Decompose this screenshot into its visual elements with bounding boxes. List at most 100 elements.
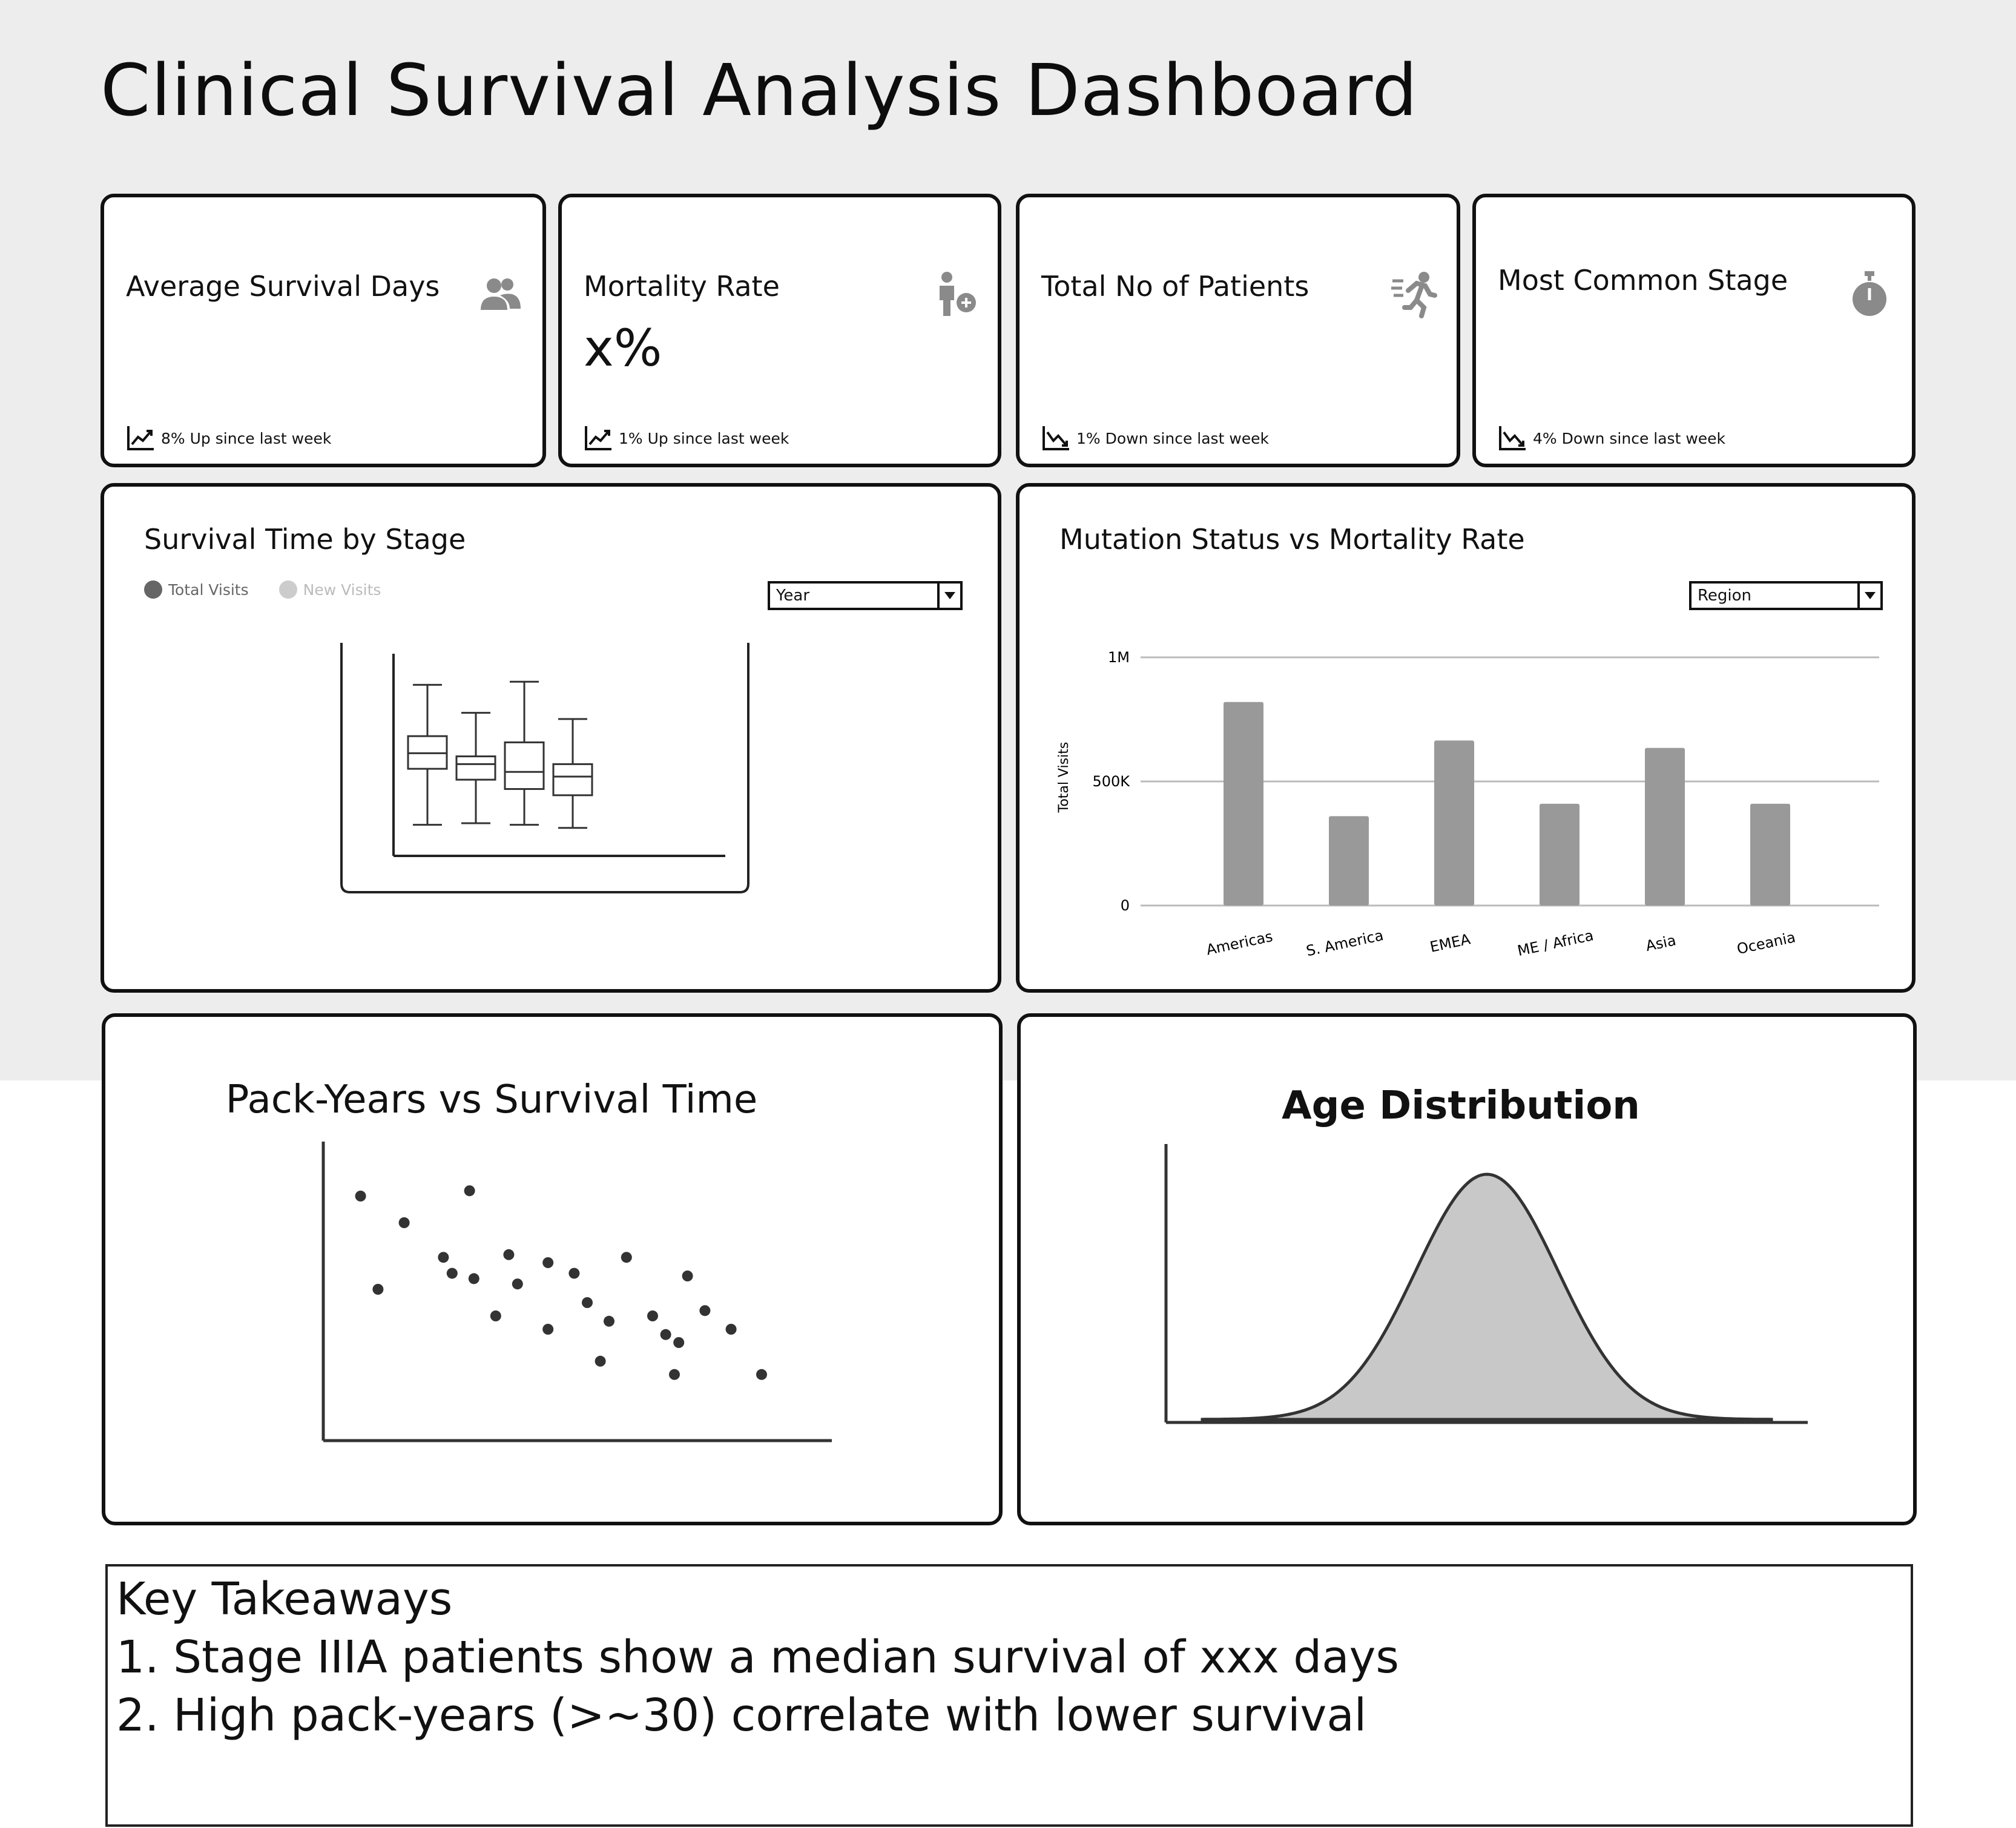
trend-down-icon bbox=[1499, 426, 1526, 450]
takeaway-item: 2. High pack-years (>~30) correlate with… bbox=[116, 1689, 1367, 1741]
trend-down-icon bbox=[1043, 426, 1069, 450]
scatter-point bbox=[756, 1369, 767, 1380]
x-tick-label: EMEA bbox=[1428, 930, 1472, 956]
legend-label: Total Visits bbox=[168, 580, 249, 599]
scatter-point bbox=[568, 1267, 580, 1279]
scatter-point bbox=[542, 1324, 554, 1335]
legend-item-new[interactable]: New Visits bbox=[278, 580, 381, 599]
box-frame bbox=[340, 643, 749, 893]
x-tick-label: ME / Africa bbox=[1516, 927, 1595, 959]
kpi-trend-text: 1% Down since last week bbox=[1076, 429, 1270, 447]
legend-label: New Visits bbox=[303, 580, 381, 599]
bar[interactable] bbox=[1329, 816, 1369, 906]
y-tick-label: 0 bbox=[1121, 897, 1130, 914]
scatter-point bbox=[621, 1252, 632, 1263]
scatter-point bbox=[725, 1324, 737, 1335]
scatter-point bbox=[647, 1310, 658, 1321]
stopwatch-icon bbox=[1853, 271, 1886, 316]
bar[interactable] bbox=[1434, 740, 1474, 906]
scatter-point bbox=[582, 1297, 593, 1308]
box-iqr bbox=[552, 763, 593, 797]
kpi-card-average-survival: Average Survival Days 8% Up since last w… bbox=[100, 194, 546, 467]
scatter-point bbox=[372, 1284, 384, 1295]
x-tick-label: Asia bbox=[1644, 932, 1678, 955]
kpi-trend-text: 4% Down since last week bbox=[1533, 429, 1726, 447]
panel-title: Mutation Status vs Mortality Rate bbox=[1059, 523, 1525, 556]
kpi-label: Average Survival Days bbox=[126, 270, 440, 303]
legend-item-total[interactable]: Total Visits bbox=[144, 580, 249, 599]
kpi-label: Total No of Patients bbox=[1041, 270, 1309, 303]
survival-time-panel: Survival Time by Stage Total Visits New … bbox=[100, 483, 1001, 993]
scatter-point bbox=[503, 1249, 515, 1260]
panel-title: Survival Time by Stage bbox=[144, 523, 466, 556]
bar[interactable] bbox=[1645, 748, 1685, 906]
box-plot-item bbox=[504, 680, 545, 826]
kpi-trend: 1% Down since last week bbox=[1041, 424, 1269, 453]
trend-up-icon bbox=[585, 426, 611, 450]
scatter-point bbox=[595, 1355, 606, 1367]
running-person-icon bbox=[1391, 272, 1437, 318]
page-title: Clinical Survival Analysis Dashboard bbox=[100, 48, 1418, 132]
dropdown-value: Region bbox=[1698, 587, 1752, 605]
scatter-chart bbox=[321, 1142, 832, 1442]
dropdown-value: Year bbox=[776, 587, 810, 605]
region-dropdown[interactable]: Region bbox=[1689, 581, 1883, 610]
scatter-point bbox=[490, 1310, 501, 1321]
scatter-point bbox=[660, 1329, 671, 1340]
legend-dot bbox=[278, 580, 297, 599]
distribution-area bbox=[1201, 1172, 1773, 1421]
kpi-trend: 4% Down since last week bbox=[1498, 424, 1725, 453]
scatter-point bbox=[669, 1369, 680, 1380]
scatter-point bbox=[464, 1185, 475, 1197]
age-distribution-panel: Age Distribution bbox=[1017, 1013, 1917, 1525]
scatter-point bbox=[446, 1267, 458, 1279]
kpi-trend: 1% Up since last week bbox=[584, 424, 789, 453]
bar[interactable] bbox=[1224, 702, 1263, 906]
mutation-status-panel: Mutation Status vs Mortality Rate Region… bbox=[1016, 483, 1916, 993]
person-add-icon bbox=[940, 272, 976, 316]
box-iqr bbox=[504, 741, 545, 791]
x-tick-label: Americas bbox=[1205, 928, 1274, 959]
chevron-down-icon[interactable] bbox=[937, 584, 960, 608]
chart-title: Pack-Years vs Survival Time bbox=[225, 1077, 758, 1122]
scatter-point bbox=[542, 1257, 554, 1268]
scatter-point bbox=[673, 1337, 685, 1348]
bar[interactable] bbox=[1540, 803, 1580, 906]
scatter-point bbox=[682, 1271, 693, 1281]
kpi-label: Mortality Rate bbox=[584, 270, 780, 303]
x-tick-label: S. America bbox=[1305, 927, 1385, 959]
scatter-point bbox=[512, 1278, 523, 1290]
takeaway-item: 1. Stage IIIA patients show a median sur… bbox=[116, 1631, 1399, 1683]
y-axis-label: Total Visits bbox=[1056, 742, 1072, 814]
year-dropdown[interactable]: Year bbox=[768, 581, 963, 610]
bar[interactable] bbox=[1750, 803, 1790, 906]
legend-dot bbox=[144, 580, 162, 599]
chart-legend: Total Visits New Visits bbox=[144, 580, 381, 599]
scatter-point bbox=[398, 1217, 410, 1228]
box-plot-item bbox=[552, 718, 593, 829]
kpi-trend-text: 1% Up since last week bbox=[619, 429, 789, 447]
kpi-card-mortality-rate: Mortality Rate x% 1% Up since last week bbox=[558, 194, 1001, 467]
kpi-trend-text: 8% Up since last week bbox=[161, 429, 332, 447]
box-iqr bbox=[455, 755, 496, 781]
kpi-label: Most Common Stage bbox=[1498, 264, 1788, 297]
x-tick-label: Oceania bbox=[1735, 929, 1797, 958]
users-icon bbox=[481, 278, 521, 310]
box-plot-item bbox=[455, 712, 496, 824]
box-plot-chart bbox=[340, 643, 749, 893]
scatter-point bbox=[355, 1191, 366, 1202]
scatter-point bbox=[438, 1252, 449, 1263]
takeaways-heading: Key Takeaways bbox=[116, 1573, 453, 1625]
chevron-down-icon[interactable] bbox=[1857, 584, 1880, 608]
bar-chart: 0 500K 1M Americas S. America EMEA ME / Afric… bbox=[1056, 649, 1879, 959]
trend-up-icon bbox=[127, 426, 154, 450]
kpi-value: x% bbox=[584, 318, 662, 378]
key-takeaways-box: Key Takeaways 1. Stage IIIA patients sho… bbox=[105, 1564, 1913, 1827]
box-plot-item bbox=[407, 683, 448, 826]
chart-title: Age Distribution bbox=[1282, 1083, 1640, 1128]
y-tick-label: 500K bbox=[1092, 773, 1130, 790]
pack-years-panel: Pack-Years vs Survival Time bbox=[102, 1013, 1003, 1525]
scatter-point bbox=[468, 1273, 479, 1284]
y-tick-label: 1M bbox=[1108, 649, 1130, 666]
scatter-point bbox=[699, 1305, 711, 1317]
